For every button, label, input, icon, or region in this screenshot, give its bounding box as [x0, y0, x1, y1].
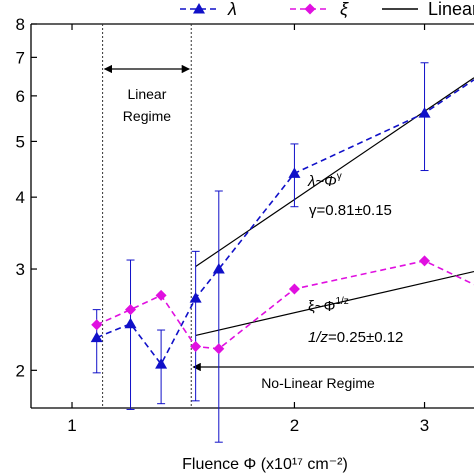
- legend-label-0: λ: [227, 0, 237, 19]
- legend-label-1: ξ: [340, 0, 349, 19]
- data-point-0-2: [155, 358, 168, 369]
- data-point-1-4: [213, 343, 225, 355]
- fit-lines: [195, 77, 474, 336]
- y-tick-label-1: 3: [16, 260, 25, 279]
- data-point-0-3: [189, 292, 202, 303]
- plot-frame: [30, 23, 474, 409]
- series-line-0: [96, 79, 474, 366]
- y-tick-label-2: 4: [16, 188, 25, 207]
- data-point-1-6: [419, 255, 431, 267]
- fit-line-1: [195, 270, 474, 336]
- x-tick-label-2: 3: [420, 416, 429, 435]
- no-linear-regime-label: No-Linear Regime: [261, 375, 375, 391]
- fit-line-0: [195, 77, 474, 268]
- xi-law-annotation: ξ~Φ1/z: [308, 296, 349, 315]
- data-point-0-4: [212, 263, 225, 274]
- linear-regime-label-1: Regime: [123, 108, 171, 124]
- x-tick-label-0: 1: [67, 416, 76, 435]
- data-point-0-0: [90, 331, 103, 343]
- data-point-0-5: [288, 167, 301, 178]
- lambda-law-annotation: λ~Φγ: [307, 171, 342, 190]
- legend-label-2: Linear: [428, 0, 474, 19]
- data-point-0-1: [124, 317, 137, 329]
- y-tick-label-5: 7: [16, 48, 25, 67]
- series-line-1: [96, 259, 474, 350]
- y-tick-label-0: 2: [16, 361, 25, 380]
- axes: 1 2 3 2 3 4 5 6 7 8: [16, 15, 430, 435]
- x-tick-label-1: 2: [290, 416, 299, 435]
- legend-marker-1: [304, 3, 316, 15]
- linear-regime-label-0: Linear: [127, 86, 166, 102]
- series: [90, 62, 474, 443]
- data-point-1-0: [91, 319, 103, 331]
- data-point-1-3: [190, 341, 202, 353]
- data-point-1-1: [125, 304, 137, 316]
- y-tick-label-3: 5: [16, 132, 25, 151]
- x-axis-label: Fluence Φ (x10¹⁷ cm⁻²): [182, 456, 348, 473]
- lambda-value-annotation: γ=0.81±0.15: [309, 202, 392, 219]
- data-point-0-6: [418, 107, 431, 118]
- legend-marker-0: [193, 3, 205, 14]
- xi-value-annotation: 1/z=0.25±0.12: [308, 329, 403, 346]
- regions: Linear Regime No-Linear Regime: [102, 24, 474, 408]
- data-point-1-2: [155, 289, 167, 301]
- legend: λ ξ Linear: [180, 0, 474, 19]
- y-tick-label-4: 6: [16, 87, 25, 106]
- data-point-1-5: [288, 283, 300, 295]
- y-tick-label-6: 8: [16, 15, 25, 34]
